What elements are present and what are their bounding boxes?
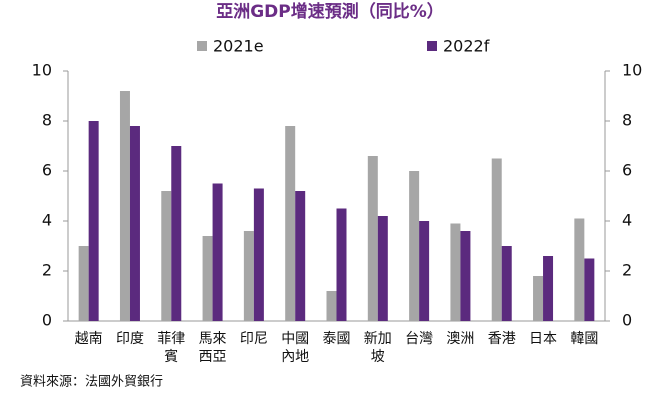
bar [171,146,182,321]
bar [543,256,554,321]
bar [377,216,388,321]
x-tick-label: 印尼 [240,331,268,347]
bar [129,126,140,321]
bar [202,236,213,321]
bar [212,183,223,321]
x-tick-label: 新加坡 [364,331,392,365]
x-tick-label: 印度 [116,331,144,347]
bar [450,223,461,321]
y2-tick-label: 2 [622,261,632,280]
bar [78,246,89,321]
bar [491,158,502,321]
bar [326,291,337,321]
x-tick-label: 中國內地 [281,331,309,365]
chart-title: 亞洲GDP增速預測（同比%） [216,1,444,22]
y-tick-label: 10 [32,61,52,80]
bar [501,246,512,321]
bar [253,188,264,321]
bar [574,218,585,321]
y-tick-label: 6 [42,161,52,180]
x-tick-label: 泰國 [323,331,351,347]
bar [88,121,99,321]
bar [243,231,254,321]
y-tick-label: 4 [42,211,52,230]
y2-tick-label: 10 [622,61,642,80]
x-tick-label: 馬來西亞 [199,331,227,365]
source-note: 資料來源：法國外貿銀行 [20,375,163,390]
bar [295,191,306,321]
x-tick-label: 菲律賓 [157,331,185,365]
legend-label: 2021e [213,37,264,56]
x-tick-label: 日本 [529,331,557,347]
x-tick-label: 台灣 [405,331,433,347]
x-tick-label: 越南 [75,331,103,347]
x-tick-label: 澳洲 [446,331,474,347]
x-tick-label: 韓國 [570,331,598,347]
bar [119,91,130,321]
bar [460,231,471,321]
y2-tick-label: 6 [622,161,632,180]
y-tick-label: 2 [42,261,52,280]
bar [533,276,544,321]
bar [336,208,347,321]
legend-swatch [197,41,207,51]
y2-tick-label: 8 [622,111,632,130]
bar [584,258,595,321]
y-tick-label: 0 [42,311,52,330]
bar [285,126,296,321]
bar [409,171,420,321]
bar [367,156,378,321]
y-tick-label: 8 [42,111,52,130]
bar [161,191,172,321]
bar [419,221,430,321]
y2-tick-label: 4 [622,211,632,230]
y2-tick-label: 0 [622,311,632,330]
x-tick-label: 香港 [488,331,516,347]
legend-swatch [427,41,437,51]
legend-label: 2022f [443,37,490,56]
